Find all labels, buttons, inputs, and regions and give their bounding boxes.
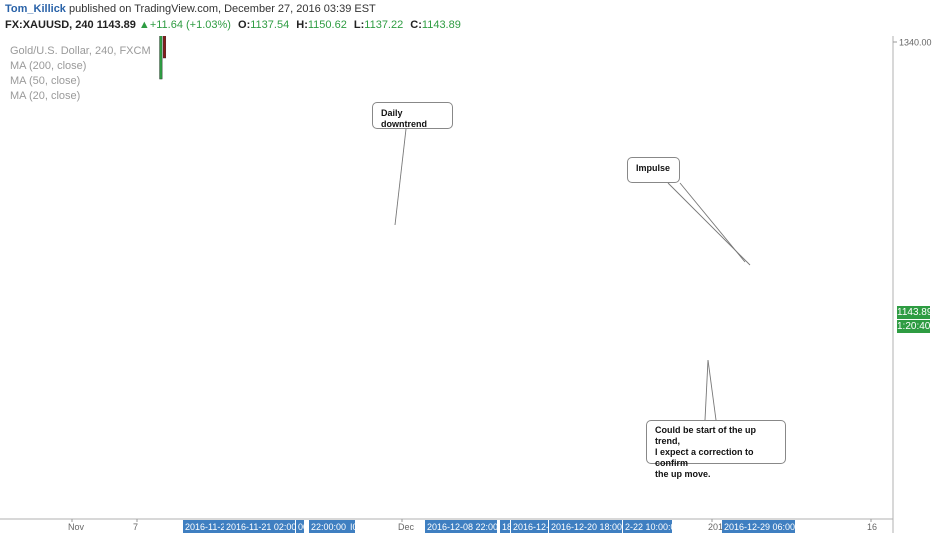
time-highlight-label: 2016-12-29 06:00:00: [724, 522, 808, 532]
last-price-badge: 1143.89: [897, 306, 932, 319]
legend-ma20[interactable]: MA (20, close): [10, 90, 81, 102]
open-label: O:: [238, 19, 251, 31]
callout-line: I expect a correction to confirm: [655, 447, 754, 468]
low-label: L:: [353, 19, 365, 31]
high-value: 1150.62: [307, 19, 347, 31]
time-tick-label: 16: [867, 522, 877, 532]
callout-pointer: [394, 128, 407, 226]
price-tick-label: 1340.00: [899, 38, 932, 48]
up-arrow-icon: ▲: [138, 19, 150, 31]
drawings: [394, 128, 751, 421]
candle-up: [159, 36, 163, 80]
time-highlight: [425, 520, 497, 533]
time-highlight: [511, 520, 548, 533]
time-highlight-label: 22:00:00: [311, 522, 346, 532]
symbol-label[interactable]: FX:XAUUSD, 240: [5, 19, 94, 31]
time-highlight: [722, 520, 795, 533]
time-tick-label: Nov: [68, 522, 85, 532]
time-highlight: [500, 520, 510, 533]
callout-text: Impulse: [636, 163, 671, 173]
callout-pointer: [707, 359, 717, 421]
price-axis[interactable]: 1000.001020.001040.001060.001080.001100.…: [893, 36, 932, 48]
callout-text: Daily downtrend: [381, 108, 427, 129]
time-highlight-label: 2016-11-21: [185, 522, 230, 532]
time-highlight-label: 00: [298, 522, 308, 532]
time-highlight: [296, 520, 304, 533]
time-tick-label: 201: [708, 522, 723, 532]
time-highlight-label: 2016-12-08 22:00:00: [427, 522, 511, 532]
callout-line: the up move.: [655, 469, 711, 479]
open-value: 1137.54: [250, 19, 290, 31]
time-highlight: [623, 520, 672, 533]
time-highlight: [309, 520, 348, 533]
close-label: C:: [410, 19, 422, 31]
bar-countdown-badge: 1:20:40: [897, 320, 931, 333]
high-label: H:: [296, 19, 308, 31]
time-tick-label: 7: [133, 522, 138, 532]
last-price: 1143.89: [96, 19, 136, 31]
price-chart[interactable]: 1000.001020.001040.001060.001080.001100.…: [0, 36, 932, 550]
callout-pointer: [704, 359, 709, 421]
close-value: 1143.89: [421, 19, 461, 31]
low-value: 1137.22: [364, 19, 404, 31]
time-highlight-label: 2016-11-21 02:00:00: [226, 522, 309, 532]
legend-symbol: Gold/U.S. Dollar, 240, FXCM: [10, 45, 151, 57]
author-link[interactable]: Tom_Killick: [5, 3, 66, 15]
publish-line: Tom_Killick published on TradingView.com…: [5, 3, 376, 15]
chart-legend: Gold/U.S. Dollar, 240, FXCM MA (200, clo…: [10, 44, 151, 104]
time-highlight: [224, 520, 295, 533]
time-highlight-label: 2-22 10:00:00: [625, 522, 681, 532]
ohlc-line: FX:XAUUSD, 240 1143.89 ▲+11.64 (+1.03%) …: [5, 19, 461, 31]
chart-header: Tom_Killick published on TradingView.com…: [0, 0, 932, 36]
time-highlight: [549, 520, 622, 533]
time-highlight-label: 2016-12-1: [513, 522, 554, 532]
candles: [159, 36, 167, 80]
price-change: +11.64 (+1.03%): [149, 19, 231, 31]
time-highlight-label: 18: [502, 522, 512, 532]
candle-down: [163, 36, 167, 59]
time-tick-label: Dec: [398, 522, 415, 532]
callout-line: Could be start of the up trend,: [655, 425, 756, 446]
legend-ma200[interactable]: MA (200, close): [10, 60, 87, 72]
legend-ma50[interactable]: MA (50, close): [10, 75, 81, 87]
callout-pointer: [679, 182, 746, 263]
time-highlight: [348, 520, 355, 533]
callout-impulse[interactable]: Impulse: [627, 157, 680, 183]
time-highlight-label: I0: [350, 522, 358, 532]
callout-daily-downtrend[interactable]: Daily downtrend: [372, 102, 453, 129]
callout-up-trend[interactable]: Could be start of the up trend, I expect…: [646, 420, 786, 479]
time-highlight-label: 2016-12-20 18:00:00: [551, 522, 635, 532]
publish-info: published on TradingView.com, December 2…: [69, 3, 376, 15]
